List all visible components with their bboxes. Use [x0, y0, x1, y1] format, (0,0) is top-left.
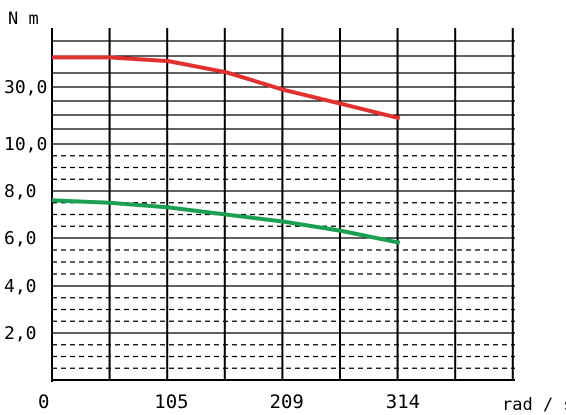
series-group — [51, 55, 401, 245]
y-tick-label: 2,0 — [4, 323, 37, 344]
x-axis-unit-label: rad / s — [502, 395, 566, 415]
y-tick-label: 8,0 — [4, 181, 37, 202]
series-line-2 — [51, 198, 401, 245]
y-tick-label: 4,0 — [4, 276, 37, 297]
x-tick-label: 209 — [270, 391, 304, 413]
x-tick-label: 105 — [154, 391, 188, 413]
x-tick-label: 314 — [386, 391, 420, 413]
grid — [52, 28, 515, 380]
series-line-1 — [52, 55, 401, 121]
y-axis-unit-label: N m — [8, 9, 39, 29]
y-tick-label: 30,0 — [4, 77, 47, 98]
axes — [51, 28, 515, 382]
y-tick-label: 10,0 — [4, 134, 47, 155]
x-tick-label: 0 — [38, 391, 49, 413]
labels-group: N m rad / s 30,0 10,0 8,0 6,0 4,0 2,0 0 105 209 3… — [4, 9, 566, 415]
y-tick-label: 6,0 — [4, 228, 37, 249]
